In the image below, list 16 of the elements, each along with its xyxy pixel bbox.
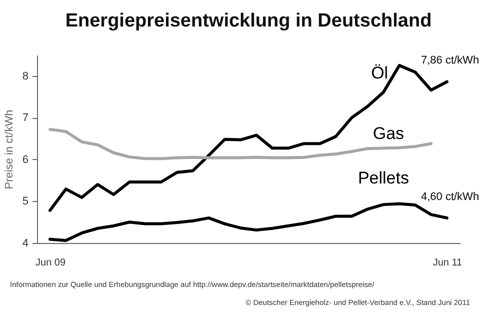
line-series (48, 202, 448, 242)
y-tick-label: 4 (22, 238, 28, 250)
x-tick-label: Jun 11 (432, 258, 463, 268)
series-label: Gas (372, 124, 404, 144)
y-tick-label: 5 (22, 196, 28, 208)
y-tick-label: 6 (22, 154, 28, 166)
line-series (48, 128, 433, 160)
series-label: Öl (371, 63, 388, 82)
annotation: 7,86 ct/kWh (420, 54, 480, 67)
chart-title: Energiepreisentwicklung in Deutschland (65, 10, 432, 32)
y-tick-label: 7 (22, 112, 28, 124)
y-axis-title: Preise in ct/kWh (3, 110, 16, 190)
series-label: Pellets (358, 168, 409, 188)
y-tick-label: 8 (22, 70, 28, 82)
x-tick-label: Jun 09 (36, 258, 66, 268)
annotation: 4,60 ct/kWh (420, 190, 480, 203)
